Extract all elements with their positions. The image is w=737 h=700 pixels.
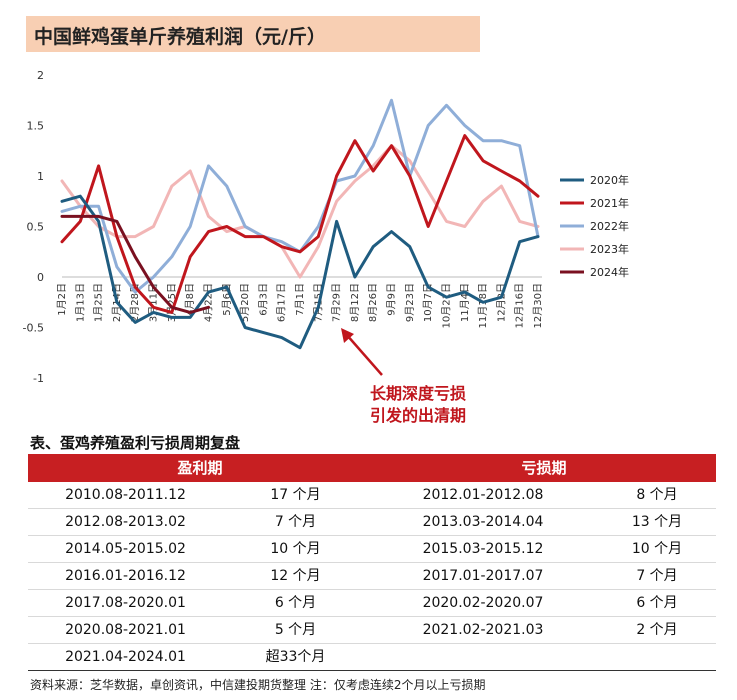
x-tick-label: 6月17日 xyxy=(276,283,288,322)
legend-label: 2021年 xyxy=(590,196,629,210)
table-row: 2014.05-2015.02 10 个月 2015.03-2015.12 10 个月 xyxy=(28,536,716,563)
profit-duration-cell: 10 个月 xyxy=(270,541,321,557)
x-tick-label: 8月26日 xyxy=(367,283,379,322)
x-tick-label: 12月16日 xyxy=(514,283,526,328)
profit-duration-cell: 12 个月 xyxy=(270,568,321,584)
table-row: 2010.08-2011.12 17 个月 2012.01-2012.08 8 个月 xyxy=(28,482,716,509)
y-tick-label: -1 xyxy=(33,372,44,385)
x-tick-label: 12月30日 xyxy=(532,283,544,328)
table-header: 盈利期 亏损期 xyxy=(28,454,716,482)
loss-duration-cell: 10 个月 xyxy=(631,541,683,557)
x-tick-label: 1月2日 xyxy=(56,283,68,316)
x-tick-label: 9月9日 xyxy=(386,283,398,316)
series-line xyxy=(60,194,540,350)
x-tick-label: 4月22日 xyxy=(202,283,214,322)
y-tick-label: 0 xyxy=(37,271,44,284)
x-tick-label: 1月25日 xyxy=(93,283,105,322)
profit-range-cell: 2017.08-2020.01 xyxy=(65,595,186,611)
series-line xyxy=(60,214,210,314)
chart-title: 中国鲜鸡蛋单斤养殖利润（元/斤） xyxy=(34,26,326,48)
table-row: 2016.01-2016.12 12 个月 2017.01-2017.07 7 个月 xyxy=(28,563,716,590)
loss-range-cell: 2021.02-2021.03 xyxy=(422,622,544,638)
loss-duration-cell: 6 个月 xyxy=(636,595,678,611)
loss-range-cell: 2015.03-2015.12 xyxy=(422,541,544,557)
profit-range-cell: 2021.04-2024.01 xyxy=(65,649,186,665)
x-tick-label: 7月29日 xyxy=(331,283,343,322)
loss-duration-cell: 2 个月 xyxy=(636,622,678,638)
loss-range-cell xyxy=(368,644,598,670)
loss-duration-cell: 8 个月 xyxy=(636,487,678,503)
chart-title-banner: 中国鲜鸡蛋单斤养殖利润（元/斤） xyxy=(26,16,480,52)
legend-label: 2020年 xyxy=(590,173,629,187)
y-tick-label: -0.5 xyxy=(23,322,44,335)
cycle-table: 盈利期 亏损期 2010.08-2011.12 17 个月 2012.01-2012… xyxy=(28,454,716,671)
x-tick-label: 10月21日 xyxy=(440,283,452,328)
table-caption: 表、蛋鸡养殖盈利亏损周期复盘 xyxy=(30,434,241,452)
y-tick-label: 2 xyxy=(37,69,44,82)
annotation-line-1: 长期深度亏损 xyxy=(370,384,467,403)
x-tick-label: 2月28日 xyxy=(129,283,141,322)
profit-range-cell: 2016.01-2016.12 xyxy=(65,568,186,584)
source-note: 资料来源：芝华数据，卓创资讯，中信建投期货整理 注：仅考虑连续2个月以上亏损期 xyxy=(30,678,486,692)
series-line xyxy=(60,144,540,279)
profit-duration-cell: 5 个月 xyxy=(274,622,317,638)
y-tick-label: 1 xyxy=(37,170,44,183)
y-tick-label: 0.5 xyxy=(27,221,45,234)
x-tick-label: 1月13日 xyxy=(74,283,86,322)
table-row: 2012.08-2013.02 7 个月 2013.03-2014.04 13 个月 xyxy=(28,509,716,536)
loss-duration-cell xyxy=(598,644,716,670)
profit-range-cell: 2020.08-2021.01 xyxy=(65,622,186,638)
profit-range-cell: 2010.08-2011.12 xyxy=(65,487,186,503)
loss-duration-cell: 7 个月 xyxy=(636,568,678,584)
x-tick-label: 8月12日 xyxy=(349,283,361,322)
table-row: 2017.08-2020.01 6 个月 2020.02-2020.07 6 个月 xyxy=(28,590,716,617)
legend-label: 2022年 xyxy=(590,219,629,233)
x-tick-label: 10月7日 xyxy=(422,283,434,322)
loss-range-cell: 2012.01-2012.08 xyxy=(422,487,544,503)
profit-range-cell: 2012.08-2013.02 xyxy=(65,514,186,530)
profit-duration-cell: 6 个月 xyxy=(274,595,317,611)
table-row: 2021.04-2024.01 超33个月 xyxy=(28,644,716,671)
x-tick-label: 11月18日 xyxy=(477,283,489,328)
annotation-line-2: 引发的出清期 xyxy=(370,406,467,425)
profit-range-cell: 2014.05-2015.02 xyxy=(65,541,186,557)
legend-label: 2024年 xyxy=(590,265,629,279)
annotation-arrow-shaft xyxy=(345,333,383,376)
loss-range-cell: 2013.03-2014.04 xyxy=(422,514,544,530)
y-tick-label: 1.5 xyxy=(27,120,45,133)
header-loss-period: 亏损期 xyxy=(521,459,567,477)
table-body: 2010.08-2011.12 17 个月 2012.01-2012.08 8 个月 2… xyxy=(28,482,716,671)
x-tick-label: 11月4日 xyxy=(459,283,471,322)
table-row: 2020.08-2021.01 5 个月 2021.02-2021.03 2 个月 xyxy=(28,617,716,644)
annotation-text: 长期深度亏损 引发的出清期 xyxy=(370,383,466,427)
profit-duration-cell: 7 个月 xyxy=(274,514,317,530)
x-tick-label: 9月23日 xyxy=(404,283,416,322)
x-tick-label: 5月20日 xyxy=(239,283,251,322)
header-profit-period: 盈利期 xyxy=(177,459,223,477)
loss-range-cell: 2017.01-2017.07 xyxy=(422,568,544,584)
profit-duration-cell: 17 个月 xyxy=(270,487,321,503)
x-tick-label: 4月8日 xyxy=(184,283,196,316)
loss-range-cell: 2020.02-2020.07 xyxy=(422,595,544,611)
legend-label: 2023年 xyxy=(590,242,629,256)
profit-duration-cell: 超33个月 xyxy=(265,649,326,665)
series-line xyxy=(60,98,540,294)
series-line xyxy=(60,134,540,314)
x-tick-label: 6月3日 xyxy=(257,283,269,316)
x-tick-label: 7月1日 xyxy=(294,283,306,316)
annotation-arrow-head xyxy=(341,328,354,343)
loss-duration-cell: 13 个月 xyxy=(631,514,683,530)
